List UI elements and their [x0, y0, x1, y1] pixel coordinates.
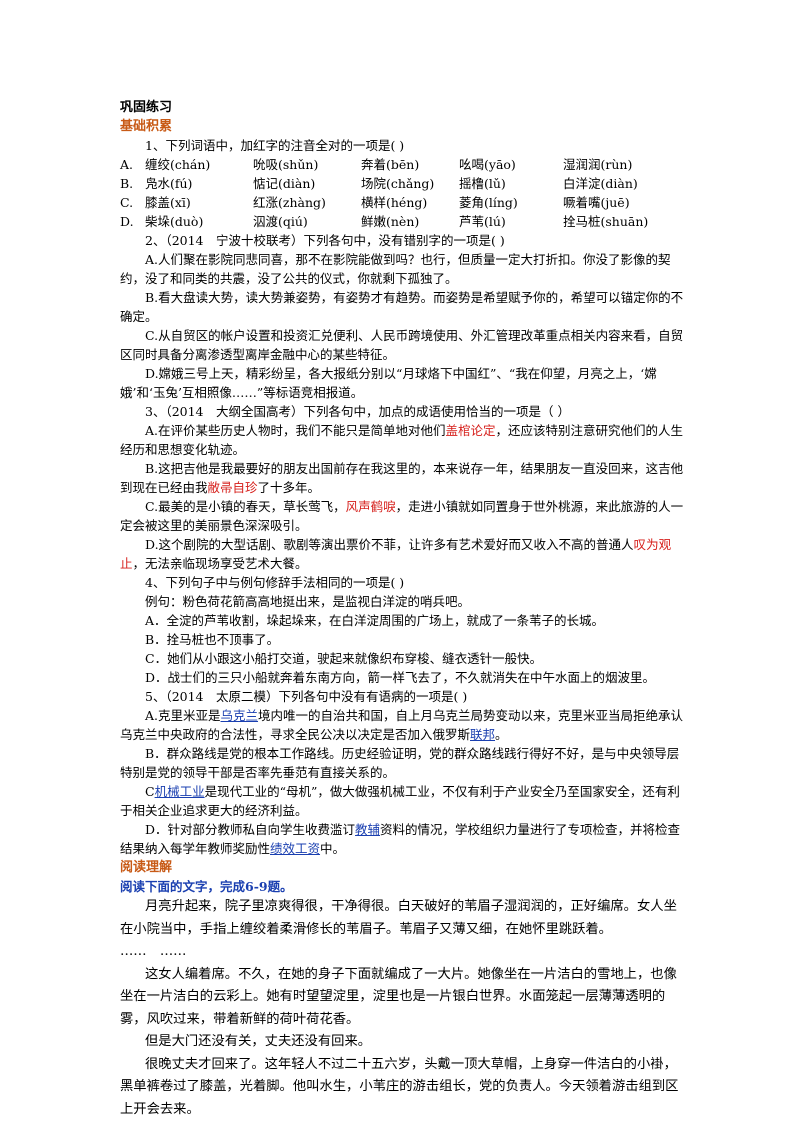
- q4-option-b: B．拴马桩也不顶事了。: [145, 632, 280, 647]
- q2-option-b: B.看大盘读大势，读大势兼姿势，有姿势才有趋势。而姿势是希望赋予你的，希望可以锚…: [120, 290, 684, 324]
- section-heading-reading: 阅读理解: [120, 860, 173, 875]
- q3-idiom-c: 风声鹤唳: [345, 499, 396, 514]
- q3-idiom-d: 叹为观止: [120, 537, 672, 571]
- q5-option-b: B．群众路线是党的根本工作路线。历史经验证明，党的群众路线践行得好不好，是与中央…: [120, 746, 680, 780]
- q1-label-b: B.: [120, 176, 134, 191]
- q3-stem: 3、（2014 大纲全国高考）下列各句中，加点的成语使用恰当的一项是（ ）: [145, 404, 570, 419]
- q1-cell: 横样(héng): [361, 195, 428, 210]
- q1-cell: 湿润润(rùn): [563, 157, 633, 172]
- q3-option-d: D.这个剧院的大型话剧、歌剧等演出票价不菲，让许多有艺术爱好而又收入不高的普通人…: [120, 537, 672, 571]
- reading-passage: 月亮升起来，院子里凉爽得很，干净得很。白天破好的苇眉子湿润润的，正好编席。女人坐…: [120, 896, 685, 1121]
- q2-option-d: D.嫦娥三号上天，精彩纷呈，各大报纸分别以“月球烙下中国红”、“我在仰望，月亮之…: [120, 366, 657, 400]
- q1-cell: 膝盖(xī): [145, 195, 191, 210]
- q1-cell: 芦苇(lú): [459, 214, 506, 229]
- q5-option-a: A.克里米亚是乌克兰境内唯一的自治共和国，自上月乌克兰局势变动以来，克里米亚当局…: [120, 708, 684, 742]
- reading-prompt: 阅读下面的文字，完成6-9题。: [120, 879, 293, 894]
- q4-example: 例句：粉色荷花箭高高地挺出来，是监视白洋淀的哨兵吧。: [145, 594, 471, 609]
- passage-paragraph-4: 很晚丈夫才回来了。这年轻人不过二十五六岁，头戴一顶大草帽，上身穿一件洁白的小褂，…: [120, 1056, 679, 1117]
- worksheet-page: 巩固练习 基础积累 1、下列词语中，加红字的注音全对的一项是( ) A. 缠绞(…: [120, 98, 685, 1121]
- q3-option-a: A.在评价某些历史人物时，我们不能只是简单地对他们盖棺论定，还应该特别注意研究他…: [120, 423, 684, 457]
- q1-cell: 噘着嘴(juē): [563, 195, 630, 210]
- q2-option-c: C.从自贸区的帐户设置和投资汇兑便利、人民币跨境使用、外汇管理改革重点相关内容来…: [120, 328, 684, 362]
- link-ukraine[interactable]: 乌克兰: [220, 708, 259, 723]
- q4-option-c: C．她们从小跟这小船打交道，驶起来就像织布穿梭、缝衣透针一般快。: [145, 651, 543, 666]
- q1-cell: 凫水(fú): [145, 176, 193, 191]
- q4-option-a: A．全淀的芦苇收割，垛起垛来，在白洋淀周围的广场上，就成了一条苇子的长城。: [145, 613, 605, 628]
- section-heading-consolidate: 巩固练习: [120, 100, 173, 115]
- q2-option-a: A.人们聚在影院同悲同喜，那不在影院能做到吗？也行，但质量一定大打折扣。你没了影…: [120, 252, 671, 286]
- q1-label-a: A.: [120, 157, 134, 172]
- link-performance-pay[interactable]: 绩效工资: [270, 841, 321, 856]
- q3-option-c: C.最美的是小镇的春天，草长莺飞，风声鹤唳，走进小镇就如同置身于世外桃源，来此旅…: [120, 499, 684, 533]
- q1-cell: 吮吸(shǔn): [253, 157, 319, 172]
- q2-stem: 2、（2014 宁波十校联考）下列各句中，没有错别字的一项是( ): [145, 233, 505, 248]
- q1-stem: 1、下列词语中，加红字的注音全对的一项是( ): [145, 138, 405, 153]
- section-heading-basic: 基础积累: [120, 119, 173, 134]
- link-federation[interactable]: 联邦: [470, 727, 496, 742]
- q4-stem: 4、下列句子中与例句修辞手法相同的一项是( ): [145, 575, 405, 590]
- passage-paragraph-3: 但是大门还没有关，丈夫还没有回来。: [145, 1034, 372, 1049]
- q1-cell: 柴垛(duò): [145, 214, 204, 229]
- q1-options-grid: A. 缠绞(chán) 吮吸(shǔn) 奔着(bēn) 吆喝(yāo) 湿润润…: [120, 155, 685, 231]
- passage-paragraph-1: 月亮升起来，院子里凉爽得很，干净得很。白天破好的苇眉子湿润润的，正好编席。女人坐…: [120, 899, 677, 937]
- q5-stem: 5、（2014 太原二模）下列各句中没有有语病的一项是( ): [145, 689, 468, 704]
- q1-cell: 吆喝(yāo): [459, 157, 516, 172]
- q5-option-c: C机械工业是现代工业的“母机”，做大做强机械工业，不仅有利于产业安全乃至国家安全…: [120, 784, 680, 818]
- q1-label-c: C.: [120, 195, 134, 210]
- q3-idiom-a: 盖棺论定: [445, 423, 496, 438]
- link-machinery-industry[interactable]: 机械工业: [154, 784, 205, 799]
- q1-cell: 奔着(bēn): [361, 157, 420, 172]
- passage-ellipsis: …… ……: [120, 944, 187, 959]
- q1-cell: 菱角(líng): [459, 195, 518, 210]
- q5-option-d: D．针对部分教师私自向学生收费滥订教辅资料的情况，学校组织力量进行了专项检查，并…: [120, 822, 681, 856]
- q1-cell: 鲜嫩(nèn): [361, 214, 420, 229]
- q1-cell: 缠绞(chán): [145, 157, 211, 172]
- q1-cell: 惦记(diàn): [253, 176, 316, 191]
- q1-cell: 拴马桩(shuān): [563, 214, 649, 229]
- q3-idiom-b: 敝帚自珍: [207, 480, 258, 495]
- q1-label-d: D.: [120, 214, 134, 229]
- q1-cell: 白洋淀(diàn): [563, 176, 638, 191]
- q3-option-b: B.这把吉他是我最要好的朋友出国前存在我这里的，本来说存一年，结果朋友一直没回来…: [120, 461, 684, 495]
- passage-paragraph-2: 这女人编着席。不久，在她的身子下面就编成了一大片。她像坐在一片洁白的雪地上，也像…: [120, 966, 677, 1027]
- q1-cell: 泅渡(qiú): [253, 214, 308, 229]
- q1-cell: 场院(chǎng): [361, 176, 435, 191]
- q1-cell: 红涨(zhàng): [253, 195, 326, 210]
- q1-cell: 摇橹(lǔ): [459, 176, 506, 191]
- q4-option-d: D．战士们的三只小船就奔着东南方向，箭一样飞去了，不久就消失在中午水面上的烟波里…: [145, 670, 656, 685]
- link-teaching-aids[interactable]: 教辅: [355, 822, 381, 837]
